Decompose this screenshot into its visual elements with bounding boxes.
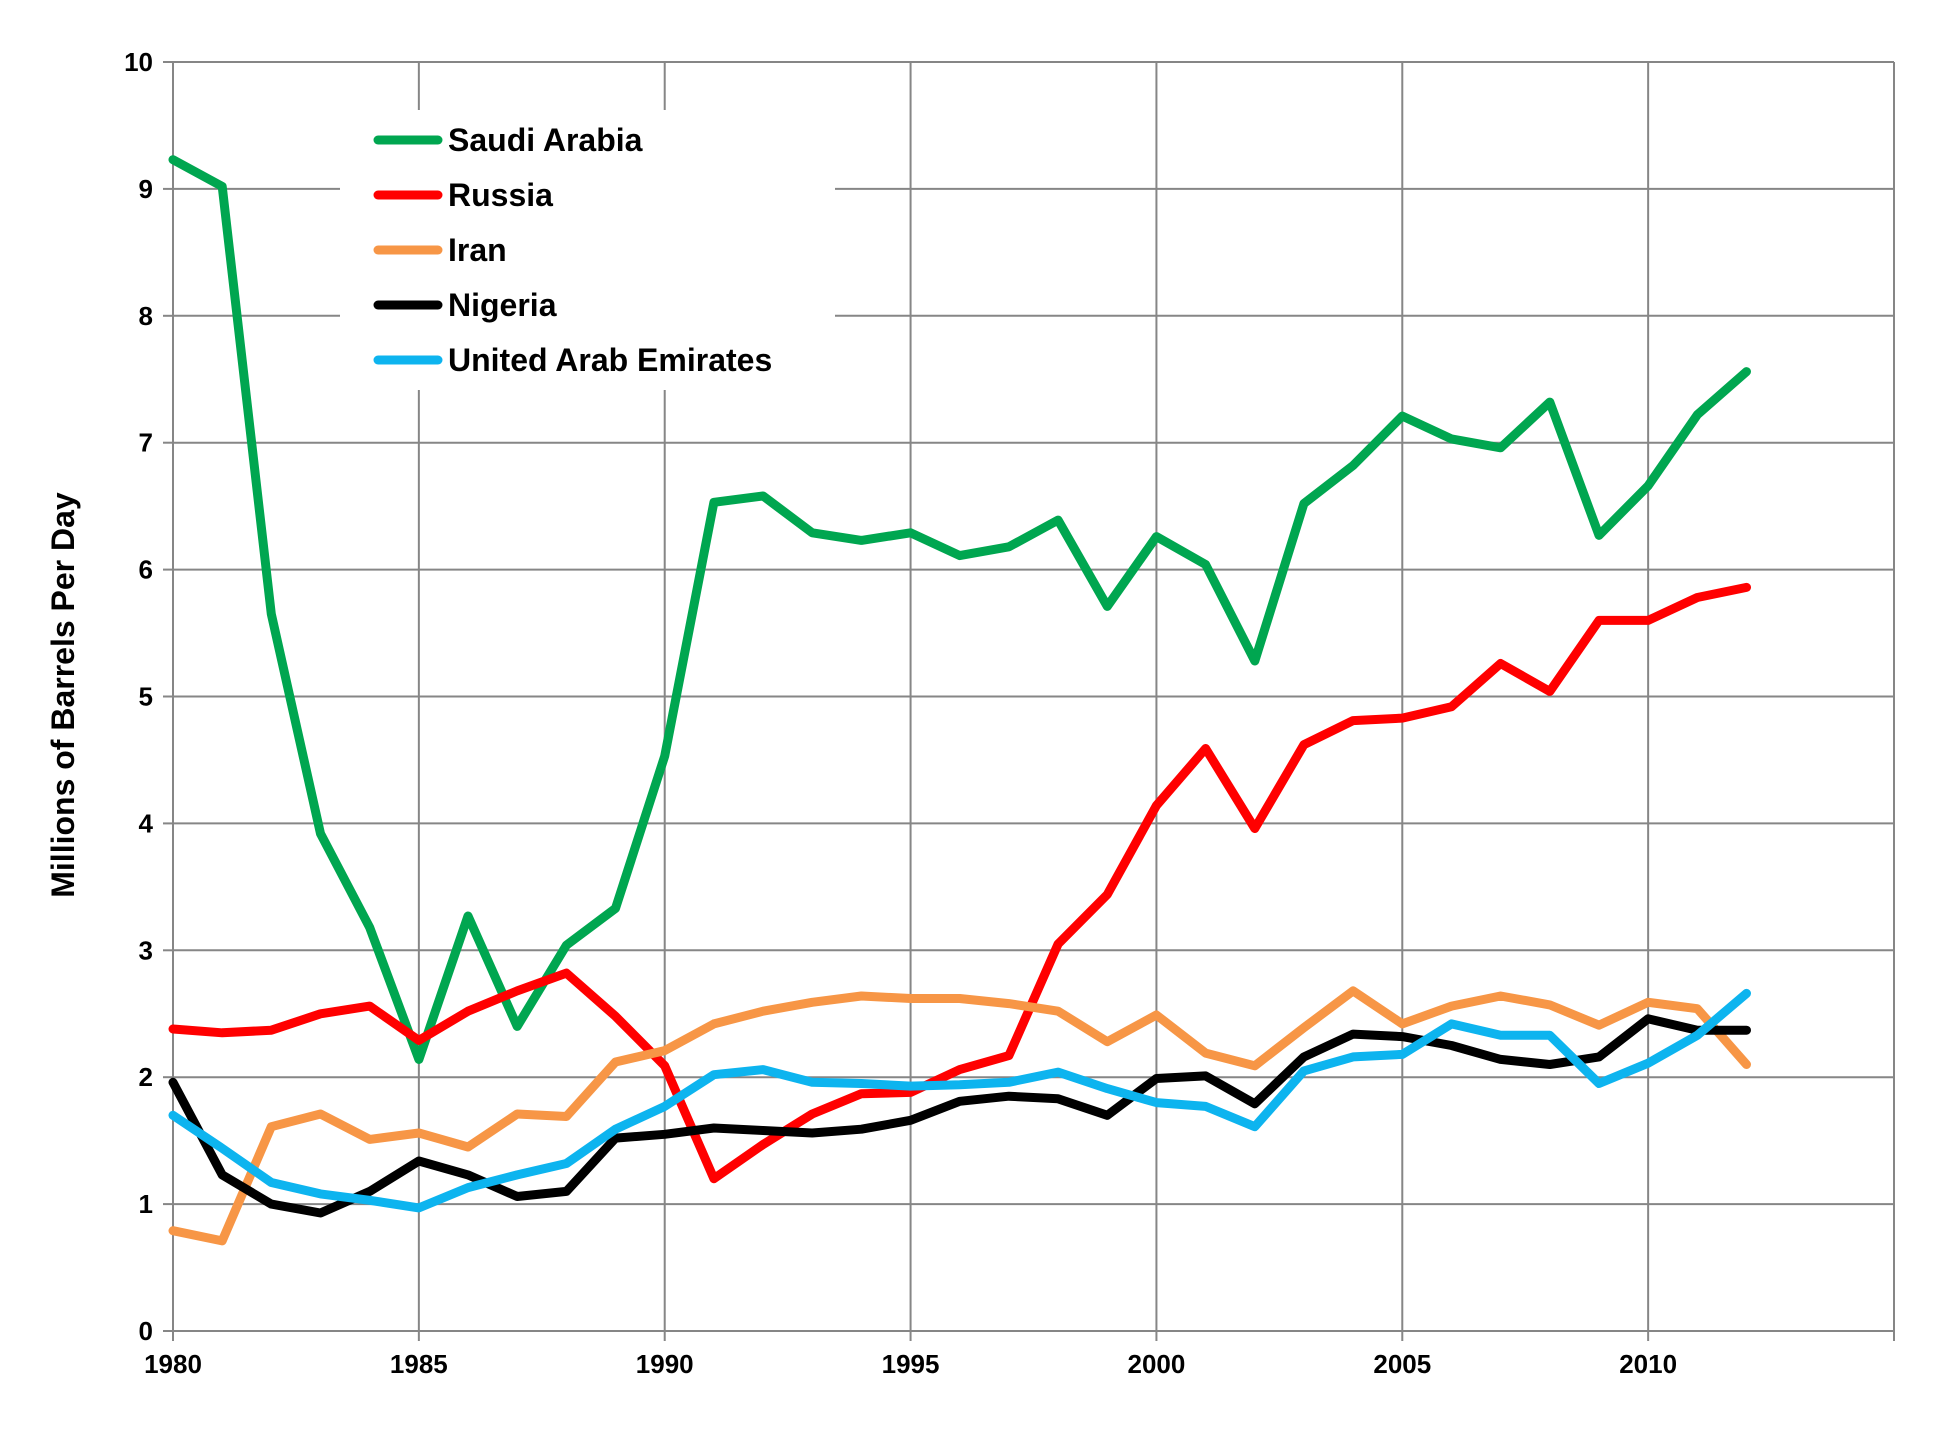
y-axis-title: Millions of Barrels Per Day — [45, 492, 81, 898]
legend-label-nigeria: Nigeria — [448, 287, 557, 323]
series-line-russia — [168, 582, 1751, 1184]
y-tick-label: 7 — [139, 428, 153, 458]
y-tick-label: 9 — [139, 174, 153, 204]
y-tick-label: 3 — [139, 935, 153, 965]
legend-label-saudi-arabia: Saudi Arabia — [448, 122, 643, 158]
x-tick-label: 1995 — [882, 1349, 940, 1379]
y-tick-label: 10 — [124, 47, 153, 77]
x-tick-label: 2005 — [1373, 1349, 1431, 1379]
series-line-united-arab-emirates — [168, 988, 1751, 1213]
y-tick-label: 1 — [139, 1189, 153, 1219]
legend-label-iran: Iran — [448, 232, 507, 268]
y-tick-label: 4 — [139, 808, 154, 838]
y-tick-label: 6 — [139, 555, 153, 585]
tick-labels: 0 1 2 3 4 5 6 7 8 9 10 1980 1985 1990 1995 2000 2005 2010 — [124, 47, 1677, 1379]
series-line-saudi-arabia — [168, 155, 1751, 1064]
series-lines — [168, 155, 1751, 1246]
series-line-iran — [168, 986, 1751, 1246]
x-tick-label: 1980 — [144, 1349, 202, 1379]
x-tick-label: 1985 — [390, 1349, 448, 1379]
x-tick-label: 2000 — [1128, 1349, 1186, 1379]
y-tick-label: 2 — [139, 1062, 153, 1092]
y-tick-label: 8 — [139, 301, 153, 331]
legend: Saudi Arabia Russia Iran Nigeria United Arab… — [340, 110, 835, 390]
y-tick-label: 5 — [139, 682, 153, 712]
legend-label-russia: Russia — [448, 177, 553, 213]
legend-label-united-arab-emirates: United Arab Emirates — [448, 342, 772, 378]
x-tick-label: 1990 — [636, 1349, 694, 1379]
y-tick-label: 0 — [139, 1316, 153, 1346]
series-line-nigeria — [168, 1014, 1751, 1218]
x-tick-label: 2010 — [1619, 1349, 1677, 1379]
